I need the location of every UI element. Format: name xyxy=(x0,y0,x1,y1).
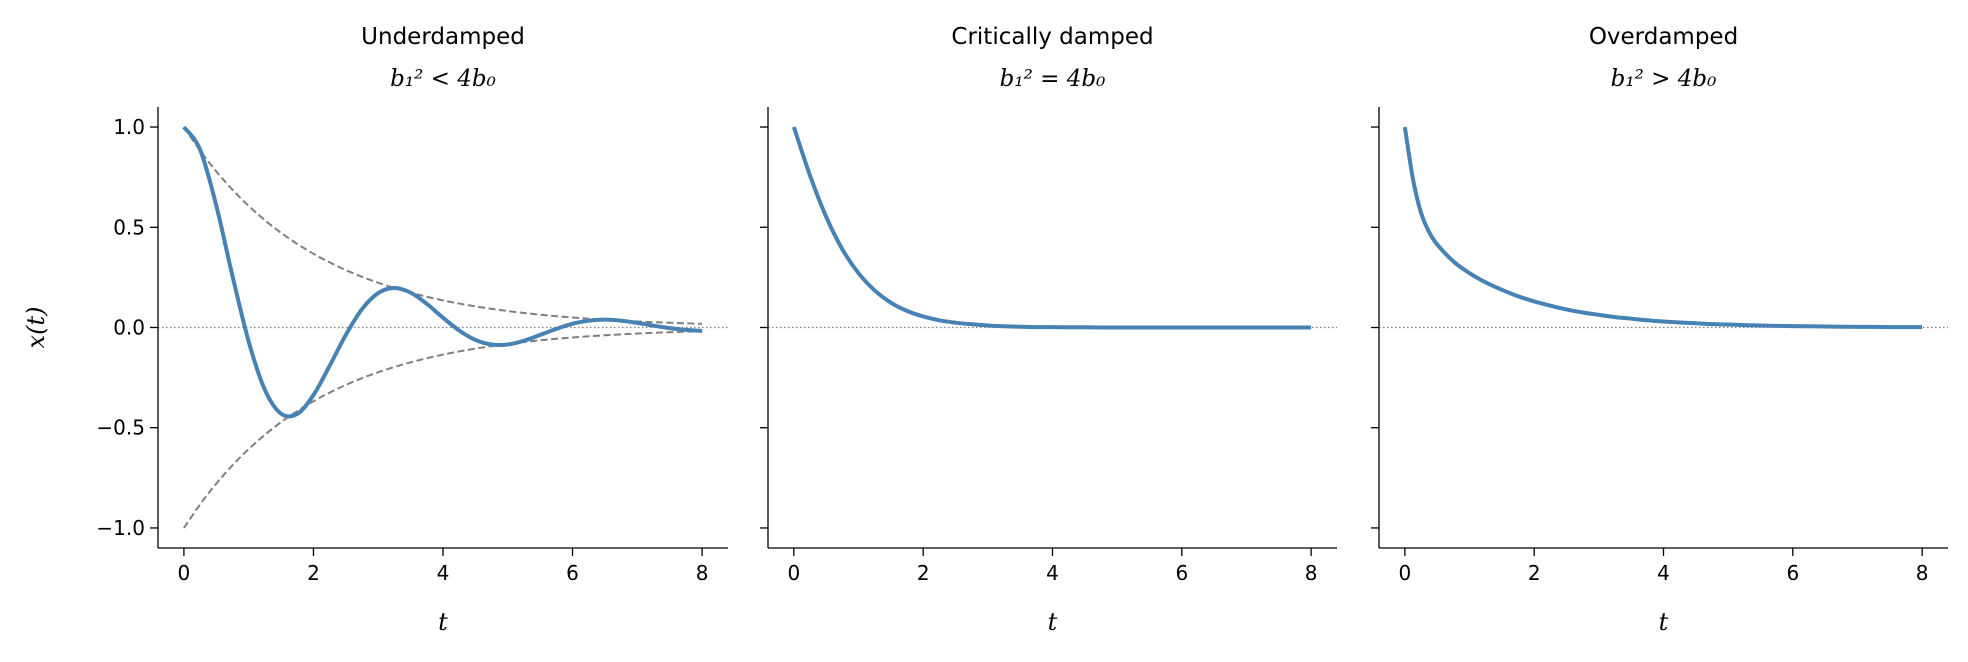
panel-title: Critically damped xyxy=(951,24,1153,50)
x-tick-label: 2 xyxy=(917,561,930,585)
x-tick-label: 6 xyxy=(566,561,579,585)
x-tick-label: 0 xyxy=(787,561,800,585)
panel-title: Underdamped xyxy=(361,24,525,50)
envelope-curve xyxy=(183,330,703,529)
y-tick-label: −0.5 xyxy=(96,416,145,440)
x-tick-label: 0 xyxy=(178,561,191,585)
response-curve xyxy=(182,125,703,419)
x-tick-label: 8 xyxy=(1916,561,1929,585)
panel-2: Critically damped b₁² = 4b₀ 0 2 4 6 8 t xyxy=(760,24,1337,636)
x-axis-label: t xyxy=(1048,608,1058,636)
x-tick-label: 6 xyxy=(1786,561,1799,585)
panel-1: Underdamped b₁² < 4b₀ 0 2 4 6 8 1.0 0.5 0.0 −0.5 −1… xyxy=(22,24,728,636)
panel-3: Overdamped b₁² > 4b₀ 0 2 4 6 8 t xyxy=(1371,24,1948,636)
x-tick-label: 8 xyxy=(696,561,709,585)
y-tick-label: 1.0 xyxy=(113,115,145,139)
response-curve xyxy=(791,126,1312,330)
x-tick-label: 4 xyxy=(437,561,450,585)
x-axis-label: t xyxy=(438,608,448,636)
x-axis-label: t xyxy=(1659,608,1669,636)
x-tick-label: 6 xyxy=(1175,561,1188,585)
x-tick-label: 4 xyxy=(1046,561,1059,585)
envelope-curve xyxy=(183,126,703,325)
x-tick-label: 4 xyxy=(1657,561,1670,585)
x-tick-label: 8 xyxy=(1305,561,1318,585)
panel-condition: b₁² = 4b₀ xyxy=(1000,66,1106,92)
panel-condition: b₁² > 4b₀ xyxy=(1611,66,1717,92)
panel-title: Overdamped xyxy=(1589,24,1738,50)
response-curve xyxy=(1402,126,1923,330)
y-axis-label: x(t) xyxy=(22,307,50,349)
x-tick-label: 0 xyxy=(1398,561,1411,585)
y-tick-label: 0.5 xyxy=(113,215,145,239)
panel-condition: b₁² < 4b₀ xyxy=(390,66,496,92)
x-tick-label: 2 xyxy=(1528,561,1541,585)
y-tick-label: 0.0 xyxy=(113,316,145,340)
y-tick-label: −1.0 xyxy=(96,516,145,540)
x-tick-label: 2 xyxy=(307,561,320,585)
